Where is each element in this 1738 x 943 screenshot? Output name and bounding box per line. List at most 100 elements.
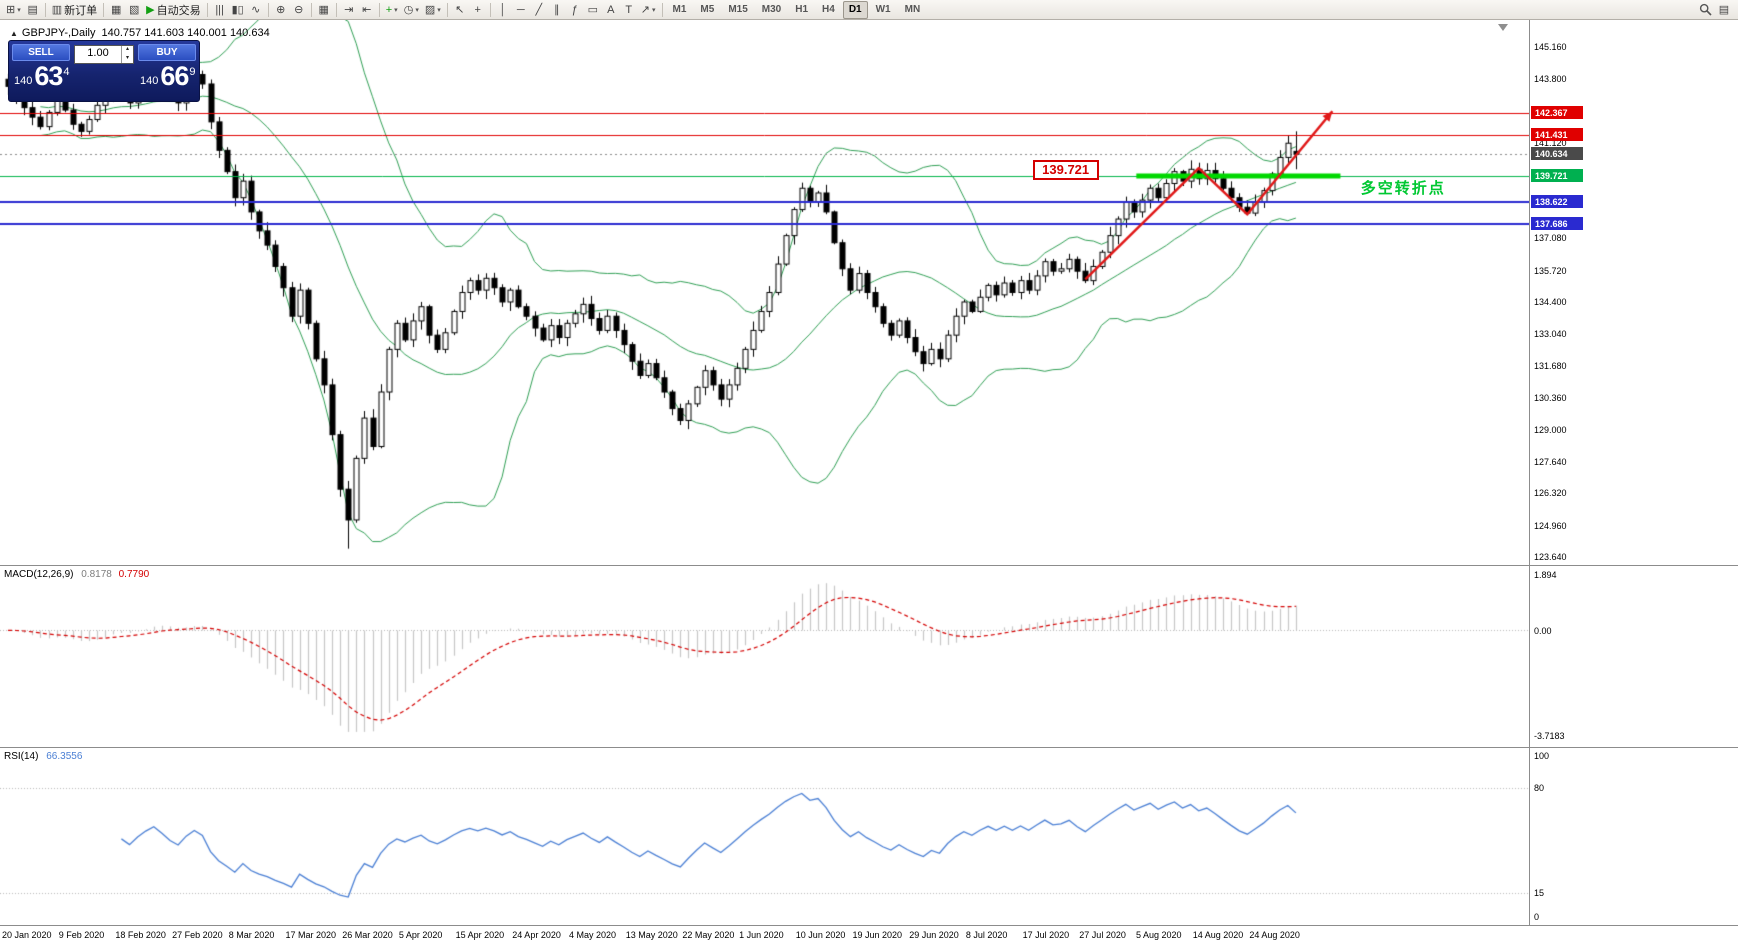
- tile-windows-button[interactable]: ▦: [315, 1, 333, 18]
- timeframe-w1-button[interactable]: W1: [875, 3, 891, 15]
- chart-shift-button[interactable]: ⇤: [358, 1, 376, 18]
- text-label-button[interactable]: T: [620, 1, 638, 18]
- fibonacci-icon: ƒ: [571, 3, 578, 16]
- date-axis[interactable]: 20 Jan 2020 9 Feb 2020 18 Feb 2020 27 Feb 2…: [0, 926, 1738, 943]
- price-axis-chip: 142.367: [1531, 106, 1583, 120]
- volume-value[interactable]: 1.00: [87, 47, 109, 59]
- new-order-button[interactable]: ▥ 新订单: [49, 1, 100, 18]
- sell-button[interactable]: SELL 140 63 4: [12, 43, 70, 99]
- arrows-button[interactable]: ↗ ▾: [638, 1, 659, 18]
- date-axis-label: 5 Aug 2020: [1136, 930, 1182, 940]
- fibonacci-button[interactable]: ƒ: [566, 1, 584, 18]
- search-icon: [1699, 3, 1712, 16]
- candlestick-chart-button[interactable]: ▮▯: [229, 1, 247, 18]
- layouts-button[interactable]: ▤: [1715, 1, 1733, 18]
- volume-up-icon[interactable]: ▴: [125, 46, 129, 52]
- cursor-button[interactable]: ↖: [451, 1, 469, 18]
- buy-button[interactable]: BUY 140 66 9: [138, 43, 196, 99]
- toolbar-divider: [661, 2, 663, 17]
- new-chart-button[interactable]: ⊞ ▾: [3, 1, 24, 18]
- vertical-line-button[interactable]: │: [494, 1, 512, 18]
- macd-indicator-canvas[interactable]: [0, 566, 1529, 747]
- date-axis-label: 4 May 2020: [569, 930, 617, 940]
- date-axis-label: 9 Feb 2020: [58, 930, 105, 940]
- arrows-icon: ↗: [640, 3, 650, 16]
- buy-label: BUY: [138, 44, 196, 61]
- caret-down-icon: ▾: [394, 6, 398, 14]
- timeframe-mn-button[interactable]: MN: [904, 3, 921, 15]
- rsi-value: 66.3556: [46, 751, 83, 762]
- timeframe-h4-button[interactable]: H4: [822, 3, 835, 15]
- zoom-out-button[interactable]: ⊖: [290, 1, 308, 18]
- market-watch-button[interactable]: ▦: [107, 1, 125, 18]
- rsi-axis-bottom: 0: [1534, 912, 1540, 922]
- data-window-button[interactable]: ▧: [125, 1, 143, 18]
- date-axis-label: 15 Apr 2020: [455, 930, 505, 940]
- equidistant-channel-icon: ∥: [554, 3, 560, 16]
- volume-input[interactable]: 1.00 ▴ ▾: [74, 45, 134, 64]
- oneclick-collapse-toggle[interactable]: ▲: [10, 29, 18, 38]
- text-label-icon: T: [625, 3, 633, 16]
- expert-advisors-button[interactable]: ▶ 自动交易: [143, 1, 203, 18]
- rsi-indicator-canvas[interactable]: [0, 748, 1529, 925]
- timeframe-m5-button[interactable]: M5: [700, 3, 715, 15]
- price-axis-chip: 141.431: [1531, 128, 1583, 142]
- crosshair-icon: +: [474, 3, 481, 16]
- timeframe-m15-button[interactable]: M15: [728, 3, 748, 15]
- toolbar-divider: [378, 2, 380, 17]
- tile-windows-icon: ▦: [318, 3, 329, 16]
- rsi-axis-level: 15: [1534, 887, 1545, 898]
- timeframe-d1-button[interactable]: D1: [842, 0, 868, 19]
- price-flag-139721[interactable]: 139.721: [1032, 160, 1099, 181]
- periods-button[interactable]: ◷ ▾: [401, 1, 422, 18]
- toolbar-divider: [489, 2, 491, 17]
- date-axis-label: 27 Jul 2020: [1079, 930, 1126, 940]
- price-axis-chip: 140.634: [1531, 147, 1583, 161]
- panel-separator-main-macd[interactable]: [0, 565, 1738, 566]
- templates-button[interactable]: ▨ ▾: [422, 1, 444, 18]
- indicators-list-button[interactable]: + ▾: [383, 1, 401, 18]
- shapes-button[interactable]: ▭: [584, 1, 602, 18]
- price-axis-label: 131.680: [1534, 361, 1567, 372]
- date-axis-label: 29 Jun 2020: [909, 930, 959, 940]
- price-axis-label: 129.000: [1534, 424, 1567, 435]
- auto-scroll-button[interactable]: ⇥: [340, 1, 358, 18]
- price-axis-label: 143.800: [1534, 74, 1567, 85]
- panel-separator-rsi-dates[interactable]: [0, 925, 1738, 926]
- price-axis-chip: 139.721: [1531, 168, 1583, 182]
- buy-price-pips: 66: [160, 61, 189, 91]
- toolbar-divider: [335, 2, 337, 17]
- bar-chart-button[interactable]: |||: [211, 1, 229, 18]
- search-button[interactable]: [1696, 1, 1715, 18]
- timeframe-m30-button[interactable]: M30: [761, 3, 782, 15]
- candlestick-chart-icon: ▮▯: [231, 3, 244, 16]
- zoom-in-button[interactable]: ⊕: [272, 1, 290, 18]
- main-chart-canvas[interactable]: [0, 20, 1529, 565]
- equidistant-channel-button[interactable]: ∥: [548, 1, 566, 18]
- chart-symbol-header: ▲ GBPJPY-,Daily 140.757 141.603 140.001 14…: [10, 27, 270, 39]
- profiles-button[interactable]: ▤: [24, 1, 42, 18]
- chart-shift-marker[interactable]: [1498, 24, 1508, 31]
- volume-down-icon[interactable]: ▾: [125, 54, 129, 61]
- price-axis-label: 137.080: [1534, 233, 1567, 244]
- vertical-line-icon: │: [499, 3, 507, 16]
- toolbar: ⊞ ▾ ▤ ▥ 新订单 ▦ ▧ ▶ 自动交易 ||| ▮▯ ∿ ⊕ ⊖ ▦ ⇥ ⇤ + ▾ ◷ ▾ ▨ ▾ ↖ + │ ─ ╱ ∥ ƒ ▭ A…: [0, 0, 1738, 20]
- toolbar-divider: [103, 2, 105, 17]
- horizontal-line-button[interactable]: ─: [512, 1, 530, 18]
- timeframe-h1-button[interactable]: H1: [795, 3, 809, 15]
- rsi-axis-top: 100: [1534, 751, 1550, 761]
- panel-separator-macd-rsi[interactable]: [0, 747, 1738, 748]
- trendline-button[interactable]: ╱: [530, 1, 548, 18]
- text-button[interactable]: A: [602, 1, 620, 18]
- periods-icon: ◷: [403, 3, 414, 16]
- crosshair-button[interactable]: +: [469, 1, 487, 18]
- line-chart-button[interactable]: ∿: [247, 1, 265, 18]
- toolbar-right-icons: ▤: [1696, 1, 1733, 18]
- timeframe-m1-button[interactable]: M1: [672, 3, 687, 15]
- zoom-out-icon: ⊖: [294, 3, 304, 16]
- date-axis-label: 22 May 2020: [682, 930, 735, 940]
- price-axis-label: 123.640: [1534, 551, 1567, 562]
- one-click-trading-panel: SELL 140 63 4 1.00 ▴ ▾ BUY 140 66 9: [8, 40, 200, 102]
- toolbar-divider: [267, 2, 269, 17]
- volume-spinner[interactable]: ▴ ▾: [121, 46, 133, 63]
